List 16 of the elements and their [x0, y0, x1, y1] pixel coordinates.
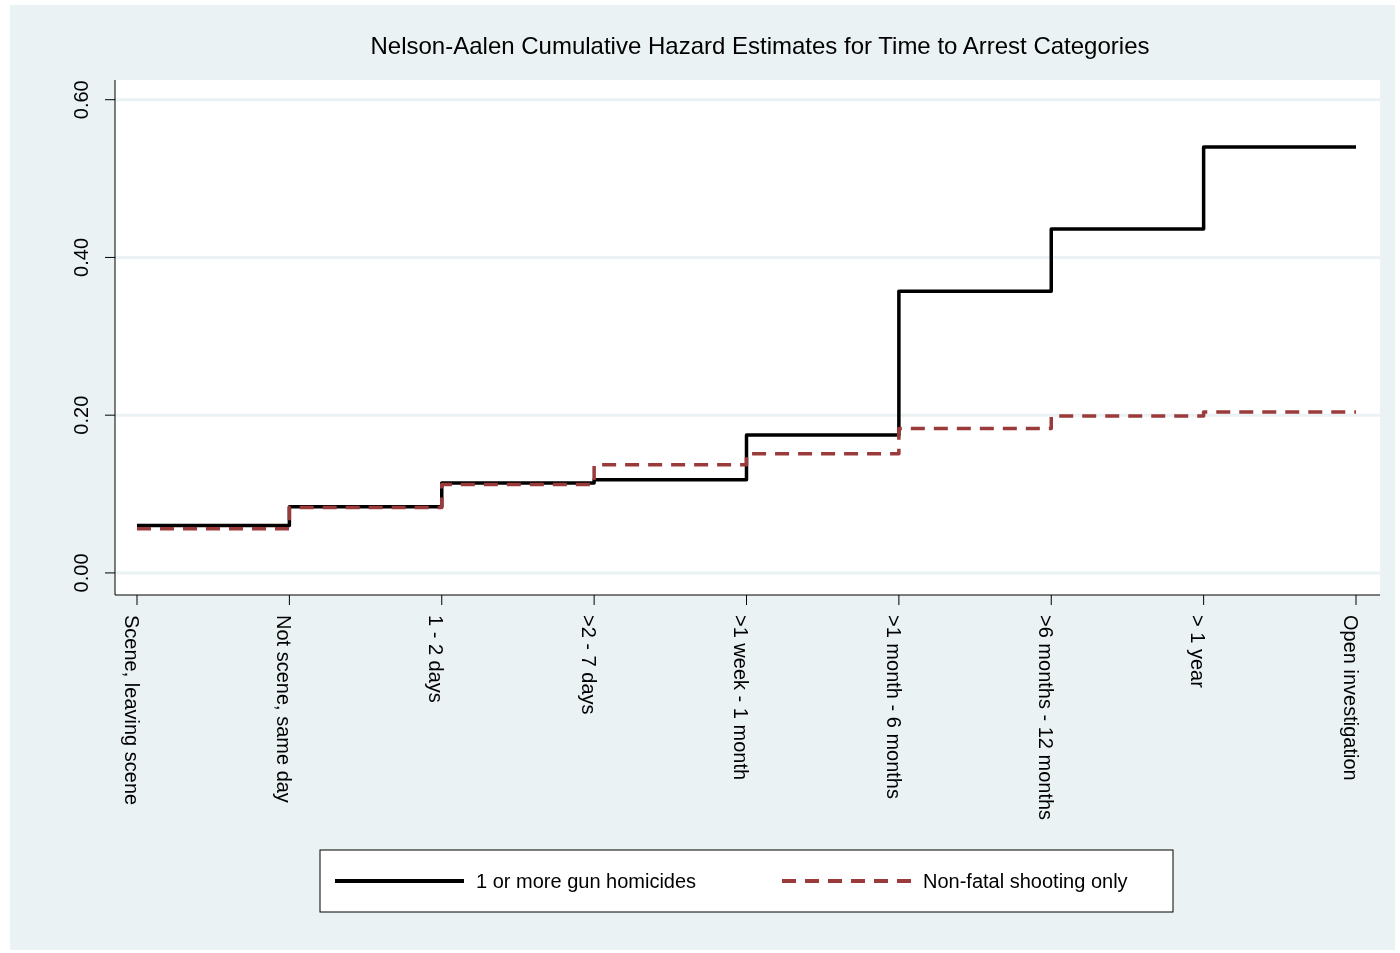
- x-tick-label: 1 - 2 days: [425, 615, 448, 703]
- x-tick-label: >1 week - 1 month: [730, 615, 753, 781]
- x-tick-label: >1 month - 6 months: [882, 615, 905, 799]
- legend-label: Non-fatal shooting only: [923, 870, 1128, 892]
- x-tick-label: > 1 year: [1187, 615, 1210, 689]
- text: 1 or more gun homicides: [476, 870, 697, 892]
- x-tick-label: >6 months - 12 months: [1034, 615, 1057, 821]
- y-tick-label: 0.20: [70, 395, 92, 435]
- y-tick-label: 0.00: [70, 553, 92, 593]
- chart-title: Nelson-Aalen Cumulative Hazard Estimates for Time to Arrest Categories: [370, 32, 1150, 59]
- x-tick-label: Scene, leaving scene: [120, 615, 143, 806]
- y-tick-label: 0.60: [70, 80, 92, 120]
- x-tick-label: Open investigation: [1339, 615, 1362, 781]
- x-tick-label: >2 - 7 days: [577, 615, 600, 715]
- y-tick-label: 0.40: [70, 237, 92, 277]
- x-tick-label: Not scene, same day: [273, 615, 296, 803]
